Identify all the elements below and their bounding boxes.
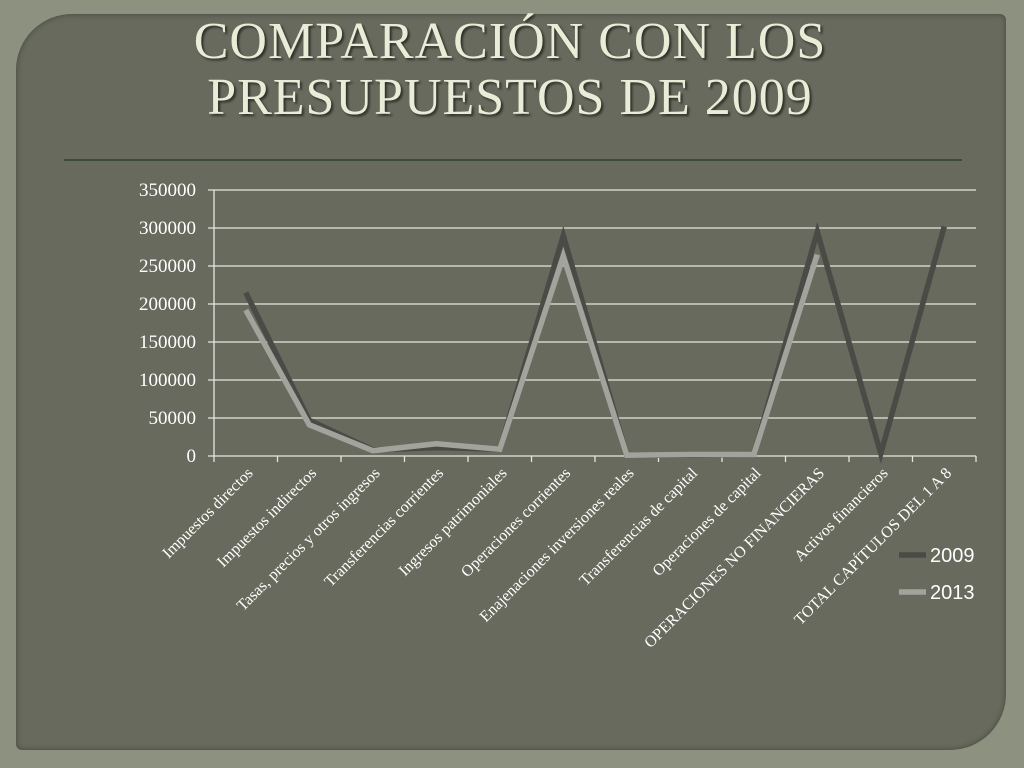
x-tick-label: Operaciones corrientes	[458, 465, 574, 581]
chart-series	[243, 221, 947, 464]
x-tick-label: Ingresos patrimoniales	[396, 465, 511, 580]
title-divider	[64, 159, 962, 161]
title-line-1: COMPARACIÓN CON LOS	[193, 13, 827, 70]
legend-label-2009: 2009	[930, 545, 975, 567]
title-line-2: PRESUPUESTOS DE 2009	[207, 69, 813, 126]
x-tick-label: Operaciones de capital	[650, 464, 765, 579]
y-tick-label: 0	[187, 446, 197, 467]
slide-frame	[16, 14, 1006, 750]
chart-legend: 2009 2013	[899, 545, 975, 604]
y-tick-label: 150000	[139, 332, 196, 353]
legend-label-2013: 2013	[930, 582, 975, 604]
x-tick-label: Transferencias corrientes	[321, 465, 447, 591]
y-axis-ticks: 0 50000 100000 150000 200000 250000 300000 3500…	[139, 180, 196, 467]
series-line-2009	[243, 221, 947, 464]
y-tick-label: 100000	[139, 370, 196, 391]
y-tick-label: 350000	[139, 180, 196, 201]
y-tick-label: 200000	[139, 294, 196, 315]
y-tick-label: 250000	[139, 256, 196, 277]
page-title: COMPARACIÓN CON LOS PRESUPUESTOS DE 2009	[60, 14, 960, 126]
y-tick-label: 300000	[139, 218, 196, 239]
y-tick-label: 50000	[149, 408, 197, 429]
series-line-2013	[243, 247, 820, 458]
x-tick-label: Transferencias de capital	[576, 464, 701, 589]
